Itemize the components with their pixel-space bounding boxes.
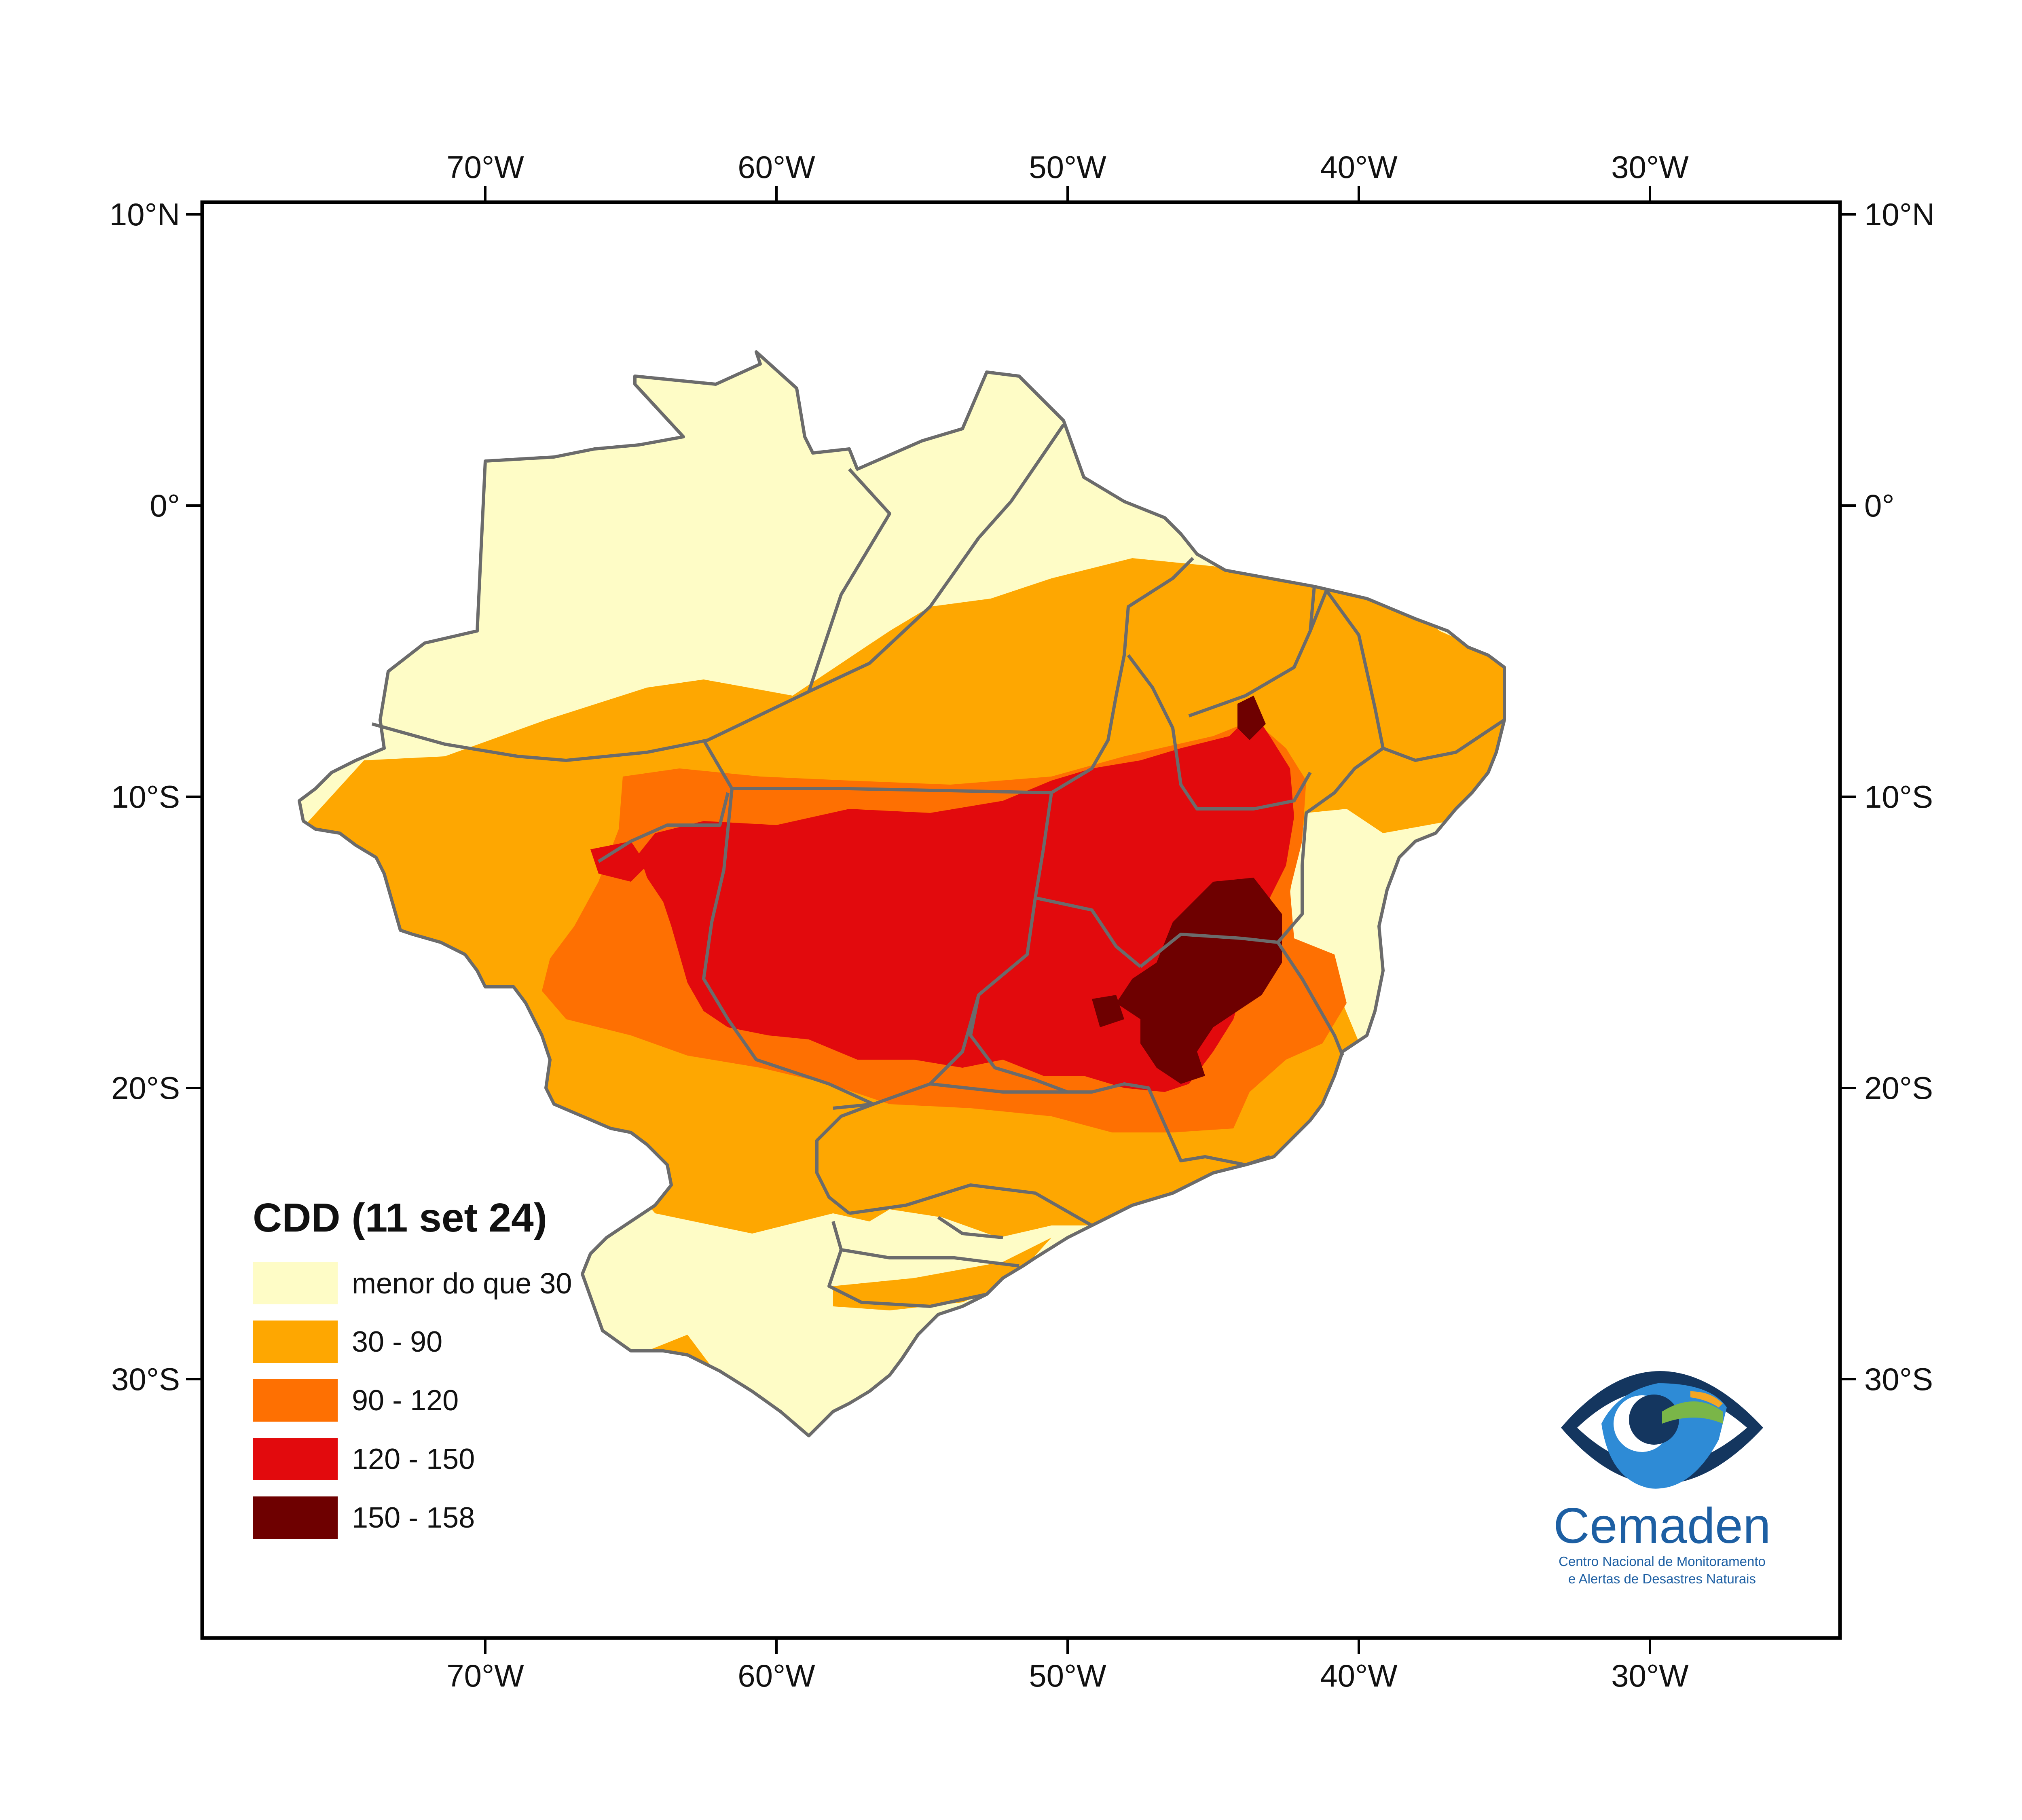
lon-top-label: 50°W xyxy=(1029,149,1106,185)
legend-swatch-lt30 xyxy=(253,1262,338,1304)
legend-label: 120 - 150 xyxy=(352,1443,475,1475)
map-frame xyxy=(200,200,1842,1640)
zone-30-90-south xyxy=(833,1238,1051,1310)
lon-bottom-label: 50°W xyxy=(1029,1658,1106,1693)
zone-150-158 xyxy=(1116,878,1282,1084)
lon-bottom-label: 30°W xyxy=(1611,1658,1689,1693)
legend-swatch-150-158 xyxy=(253,1496,338,1539)
tick-marks xyxy=(186,186,1856,1654)
cemaden-logo: Cemaden Centro Nacional de Monitoramento… xyxy=(1553,1371,1771,1586)
lon-bottom-label: 70°W xyxy=(446,1658,524,1693)
logo-name: Cemaden xyxy=(1553,1498,1771,1554)
legend-title: CDD (11 set 24) xyxy=(253,1195,547,1240)
lon-bottom-label: 60°W xyxy=(738,1658,815,1693)
state-borders xyxy=(298,350,1506,1437)
lat-left-label: 30°S xyxy=(111,1361,180,1397)
lon-top-label: 70°W xyxy=(446,149,524,185)
legend-label: menor do que 30 xyxy=(352,1268,572,1300)
lat-left-label: 0° xyxy=(150,488,180,523)
legend-swatch-90-120 xyxy=(253,1379,338,1422)
lat-left-label: 20°S xyxy=(111,1070,180,1106)
lon-top-label: 30°W xyxy=(1611,149,1689,185)
logo-subtitle: Centro Nacional de Monitoramento xyxy=(1559,1554,1766,1569)
lon-bottom-label: 40°W xyxy=(1320,1658,1398,1693)
legend-swatch-30-90 xyxy=(253,1321,338,1363)
lon-top-label: 60°W xyxy=(738,149,815,185)
zone-150-158-north xyxy=(1237,696,1266,740)
lat-right-label: 10°S xyxy=(1864,779,1933,815)
legend-label: 150 - 158 xyxy=(352,1502,475,1534)
lat-right-label: 10°N xyxy=(1864,197,1935,232)
lat-right-label: 0° xyxy=(1864,488,1895,523)
logo-subtitle: e Alertas de Desastres Naturais xyxy=(1568,1571,1756,1586)
lat-left-label: 10°S xyxy=(111,779,180,815)
lat-right-label: 30°S xyxy=(1864,1361,1933,1397)
lon-top-label: 40°W xyxy=(1320,149,1398,185)
legend: CDD (11 set 24) menor do que 30 30 - 90 … xyxy=(253,1195,572,1539)
legend-label: 30 - 90 xyxy=(352,1326,442,1358)
lat-right-label: 20°S xyxy=(1864,1070,1933,1106)
legend-label: 90 - 120 xyxy=(352,1384,459,1417)
lat-left-label: 10°N xyxy=(110,197,180,232)
legend-swatch-120-150 xyxy=(253,1438,338,1480)
zone-120-150-west xyxy=(590,841,647,882)
zone-150-158-spot xyxy=(1092,995,1124,1027)
